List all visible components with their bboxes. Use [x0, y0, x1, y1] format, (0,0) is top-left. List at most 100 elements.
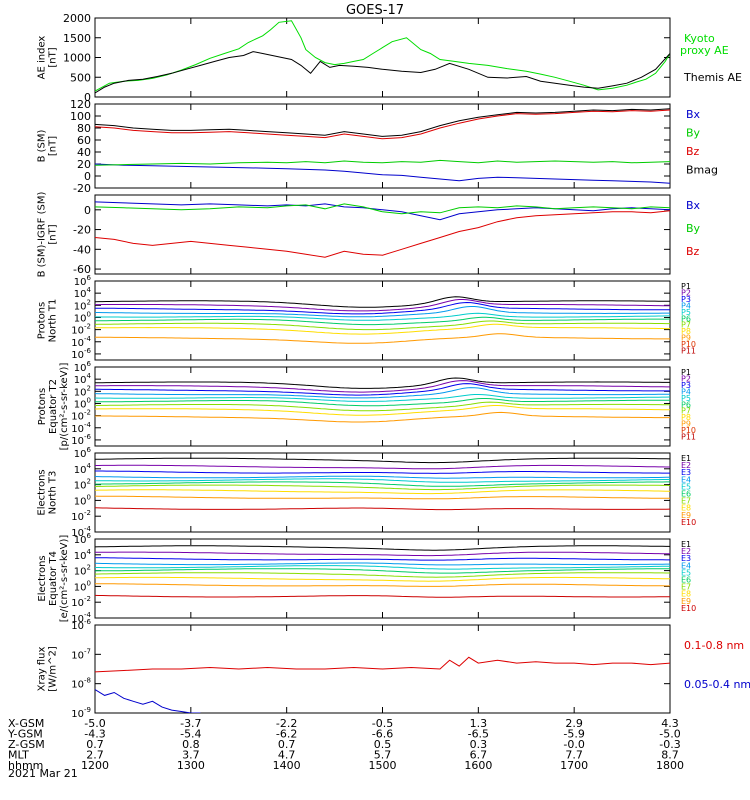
- ephemeris-value: 2.7: [86, 749, 104, 762]
- y-axis-label: North T3: [48, 471, 59, 515]
- legend-label: P7: [681, 407, 691, 416]
- ephemeris-row-label: hhmm: [8, 759, 43, 772]
- y-tick-label: 2000: [63, 12, 91, 25]
- legend-label: E6: [681, 576, 691, 585]
- legend-label: E5: [681, 568, 691, 577]
- series-line-p4: [95, 306, 670, 318]
- y-tick-label: 106: [74, 532, 92, 546]
- series-line-kyoto-proxy-ae: [95, 20, 670, 92]
- series-line-e3: [95, 557, 670, 561]
- series-group: [95, 545, 670, 598]
- legend-label: E3: [681, 554, 691, 563]
- legend-label: P9: [681, 334, 691, 343]
- legend-label: P1: [681, 368, 691, 377]
- y-tick-label: 104: [74, 462, 92, 476]
- ephemeris-value: 0.7: [278, 738, 296, 751]
- legend-label: P10: [681, 340, 696, 349]
- legend-label: Bx: [686, 108, 701, 121]
- ephemeris-value: 6.7: [470, 749, 488, 762]
- legend-label: By: [686, 222, 701, 235]
- ephemeris-row-label: Y-GSM: [7, 728, 43, 741]
- date-label: 2021 Mar 21: [8, 767, 78, 780]
- panel-frame: [94, 538, 671, 619]
- y-axis-label: AE index: [37, 36, 48, 80]
- y-axis-label: Equator T4: [48, 551, 59, 606]
- y-axis-label: Protons: [37, 388, 48, 425]
- ephemeris-value: 3.7: [182, 749, 200, 762]
- y-axis-label: [nT]: [48, 136, 59, 156]
- series-line-p9: [95, 411, 670, 423]
- series-line-e6: [95, 568, 670, 574]
- ephemeris-value: -0.5: [372, 717, 393, 730]
- legend-label: P11: [681, 347, 696, 356]
- ephemeris-value: 0.8: [182, 738, 200, 751]
- series-line-e1: [95, 545, 670, 551]
- series-line-p3: [95, 383, 670, 396]
- legend-label: E1: [681, 454, 691, 463]
- series-line-e2: [95, 551, 670, 557]
- series-line-p2: [95, 299, 670, 312]
- legend-label: 0.1-0.8 nm: [684, 639, 744, 652]
- legend-label: Bx: [686, 199, 701, 212]
- legend-label: P5: [681, 394, 691, 403]
- series-line-e10: [95, 507, 670, 511]
- y-axis-label: Electrons: [37, 555, 48, 601]
- ephemeris-value: -0.3: [659, 738, 680, 751]
- y-tick-label: 100: [70, 110, 91, 123]
- legend-label: proxy AE: [680, 44, 729, 57]
- ephemeris-row-label: MLT: [8, 749, 29, 762]
- series-line-bx: [95, 201, 670, 221]
- series-line-bx: [95, 163, 670, 184]
- legend-label: P3: [681, 295, 691, 304]
- series-line-e3: [95, 470, 670, 474]
- y-tick-label: 10-7: [71, 647, 91, 661]
- ephemeris-table: X-GSM -5.0 -3.7 -2.2 -0.5 1.3 2.9 4.3Y-GSM -4.3-…: [7, 717, 684, 772]
- y-tick-label: -20: [73, 224, 91, 237]
- legend-label: E8: [681, 590, 691, 599]
- panel-frame: [94, 103, 671, 189]
- ephemeris-value: -6.6: [372, 728, 393, 741]
- y-tick-label: 20: [77, 158, 91, 171]
- ephemeris-value: 4.3: [661, 717, 679, 730]
- y-tick-label: 0: [84, 204, 91, 217]
- legend-label: P6: [681, 314, 691, 323]
- y-tick-label: 106: [74, 446, 92, 460]
- ephemeris-value: -5.9: [563, 728, 584, 741]
- ephemeris-value: -5.0: [659, 728, 680, 741]
- y-tick-label: 0: [84, 91, 91, 104]
- series-line-e8: [95, 576, 670, 582]
- y-tick-label: -40: [73, 243, 91, 256]
- series-group: [95, 457, 670, 511]
- ephemeris-value: -5.4: [180, 728, 201, 741]
- series-line-e5: [95, 478, 670, 483]
- y-axis-label: [p/(cm²-s-sr-keV)]: [59, 363, 70, 451]
- y-tick-label: 102: [74, 564, 91, 578]
- y-tick-label: 10-2: [71, 509, 91, 523]
- legend-label: E2: [681, 461, 691, 470]
- y-tick-label: 120: [70, 98, 91, 111]
- y-tick-label: 1500: [63, 32, 91, 45]
- series-line-e9: [95, 583, 670, 587]
- ephemeris-value: 0.5: [374, 738, 392, 751]
- series-line-bz: [95, 109, 670, 140]
- y-axis-label: B (SM)-IGRF (SM): [37, 192, 48, 278]
- series-line-e9: [95, 495, 670, 500]
- series-line-themis-ae: [95, 51, 670, 94]
- y-axis-label: [nT]: [48, 47, 59, 67]
- legend-label: E2: [681, 547, 691, 556]
- series-line-p5: [95, 312, 670, 321]
- ephemeris-value: 0.3: [470, 738, 488, 751]
- series-line-p7: [95, 320, 670, 331]
- legend-label: E4: [681, 475, 691, 484]
- y-axis-label: Protons: [37, 302, 48, 339]
- legend-label: P1: [681, 282, 691, 291]
- y-axis-label: North T1: [48, 299, 59, 343]
- series-group: [95, 656, 670, 713]
